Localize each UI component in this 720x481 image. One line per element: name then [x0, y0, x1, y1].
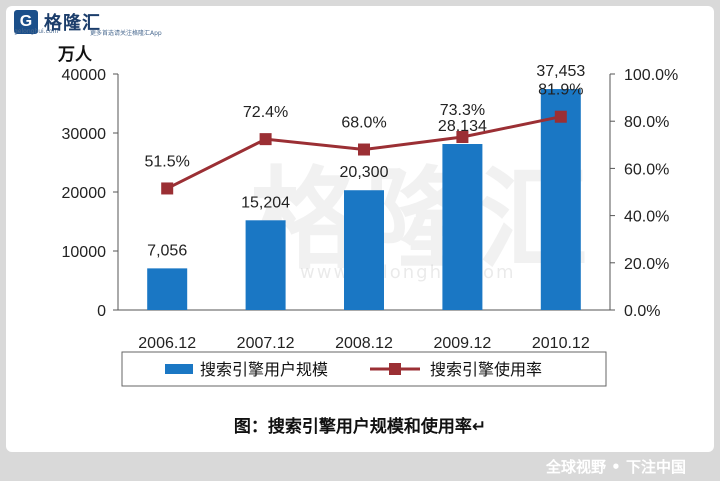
figure-caption: 图：搜索引擎用户规模和使用率↵ [233, 417, 487, 437]
logo-mark-icon: G [14, 10, 38, 34]
legend-bar-swatch [165, 364, 193, 374]
y-tick-label: 0 [97, 303, 106, 320]
line-value-label: 68.0% [341, 115, 386, 132]
y-tick-label: 10000 [62, 244, 107, 261]
y2-tick-label: 80.0% [624, 114, 669, 131]
y2-tick-label: 0.0% [624, 303, 660, 320]
x-tick-label: 2008.12 [335, 335, 393, 352]
line-marker [259, 133, 272, 146]
x-tick-label: 2009.12 [433, 335, 491, 352]
bar-value-label: 37,453 [536, 63, 585, 80]
x-tick-label: 2007.12 [237, 335, 295, 352]
legend-line-marker [389, 363, 401, 375]
y2-tick-label: 100.0% [624, 67, 678, 84]
legend-bar-label: 搜索引擎用户规模 [200, 360, 328, 379]
bar [344, 190, 384, 310]
logo-tagline: 更多首选请关注格隆汇App [90, 30, 162, 37]
bar [147, 268, 188, 310]
y-tick-label: 30000 [62, 126, 107, 143]
footer-slogan: 全球视野 • 下注中国 [545, 458, 686, 476]
line-value-label: 81.9% [538, 82, 583, 99]
y2-tick-label: 20.0% [624, 256, 669, 273]
logo-name: 格隆汇 [44, 13, 101, 34]
legend-box [121, 351, 607, 387]
bar [245, 220, 286, 310]
bar-value-label: 7,056 [147, 242, 187, 259]
bar [442, 144, 483, 310]
legend-line-label: 搜索引擎使用率 [430, 360, 542, 379]
y-tick-label: 40000 [62, 67, 107, 84]
y2-tick-label: 40.0% [624, 209, 669, 226]
bar-value-label: 15,204 [241, 194, 290, 211]
line-value-label: 51.5% [145, 153, 190, 170]
logo-url: gelonghui.com [14, 28, 59, 35]
bar-value-label: 28,134 [438, 118, 487, 135]
x-tick-label: 2006.12 [138, 335, 196, 352]
line-marker [358, 143, 370, 156]
line-value-label: 72.4% [243, 104, 288, 121]
line-marker [554, 110, 567, 123]
line-marker [456, 131, 469, 144]
y2-tick-label: 60.0% [624, 161, 669, 178]
bar-value-label: 20,300 [340, 164, 389, 181]
line-marker [161, 182, 174, 195]
y-tick-label: 20000 [62, 185, 107, 202]
logo: G 格隆汇 [14, 8, 101, 36]
x-tick-label: 2010.12 [532, 335, 590, 352]
line-value-label: 73.3% [440, 102, 485, 119]
bar [540, 89, 581, 310]
y-axis-label: 万人 [57, 45, 93, 65]
